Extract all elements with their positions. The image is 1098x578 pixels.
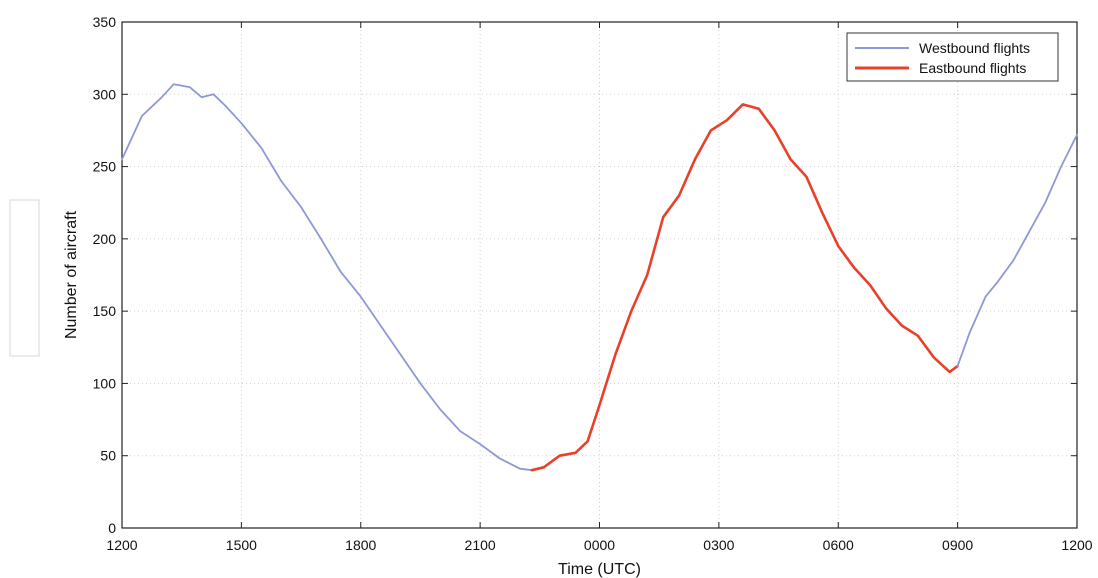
y-tick-label: 150 (93, 303, 117, 319)
side-box (9, 199, 40, 357)
legend-box (846, 32, 1059, 82)
y-tick-label: 300 (93, 86, 117, 102)
series-line-3 (956, 133, 1078, 368)
x-tick-label: 1800 (345, 537, 376, 553)
legend-label-2: Eastbound flights (919, 60, 1026, 76)
x-tick-label: 2100 (465, 537, 496, 553)
x-tick-label: 0600 (823, 537, 854, 553)
x-tick-label: 1200 (1061, 537, 1092, 553)
series-line-1 (121, 83, 533, 472)
x-tick-label: 0000 (584, 537, 615, 553)
legend-label-1: Westbound flights (919, 40, 1030, 56)
y-tick-label: 200 (93, 231, 117, 247)
y-tick-label: 250 (93, 159, 117, 175)
y-tick-label: 0 (108, 520, 116, 536)
x-tick-label: 0900 (942, 537, 973, 553)
x-tick-label: 0300 (703, 537, 734, 553)
series-line-2 (530, 103, 959, 472)
y-tick-label: 50 (100, 448, 116, 464)
y-axis-title: Number of aircraft (63, 210, 80, 339)
x-axis-title: Time (UTC) (558, 561, 641, 578)
y-tick-label: 100 (93, 375, 117, 391)
x-tick-label: 1500 (226, 537, 257, 553)
y-tick-label: 350 (93, 14, 117, 30)
x-tick-label: 1200 (106, 537, 137, 553)
